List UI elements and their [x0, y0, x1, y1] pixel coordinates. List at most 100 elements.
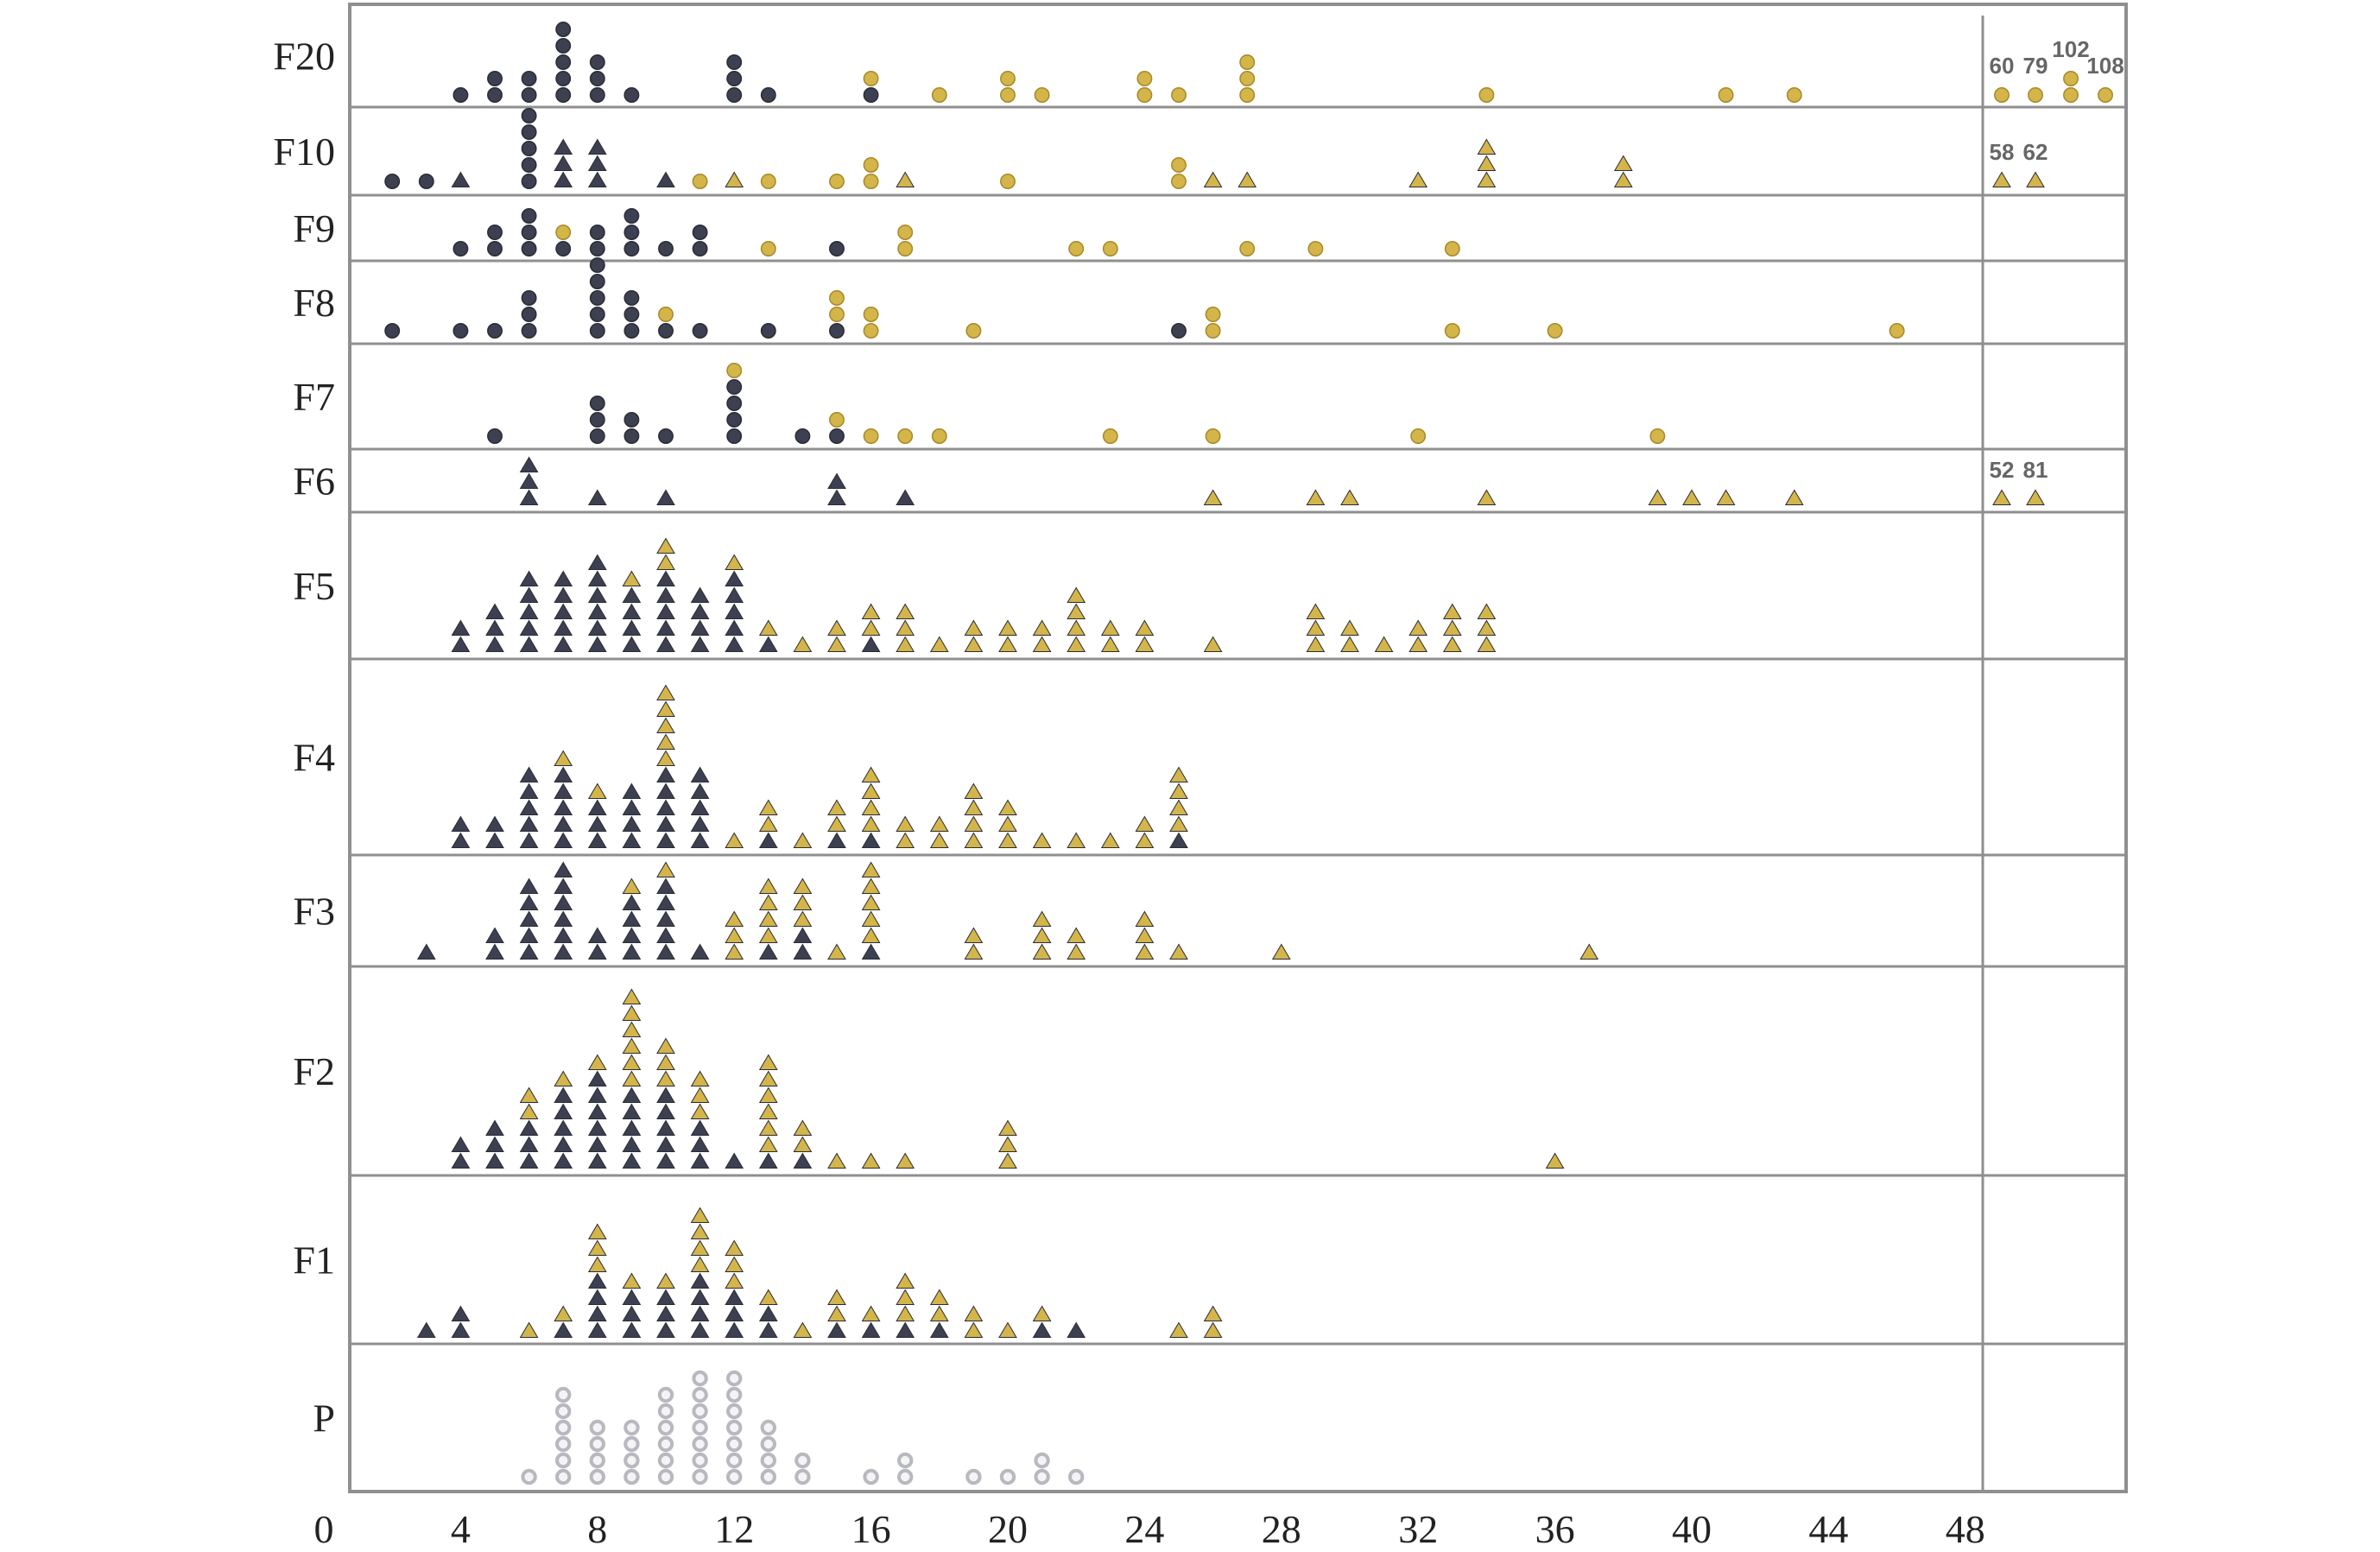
data-point-dark [758, 1305, 778, 1321]
data-point-dark [726, 54, 743, 70]
data-point-gold [998, 1136, 1017, 1152]
data-point-grey [760, 1468, 776, 1485]
data-point-gold [1171, 174, 1187, 189]
data-point-dark [521, 323, 537, 339]
data-point-dark [587, 1103, 607, 1119]
data-point-dark [656, 1103, 675, 1119]
data-point-dark [587, 1289, 607, 1305]
data-point-gold [758, 1136, 778, 1152]
data-point-dark [829, 241, 845, 257]
data-point-gold [1135, 619, 1155, 636]
data-point-gold [1203, 1321, 1223, 1338]
data-point-gold [1306, 619, 1326, 636]
data-point-dark [829, 428, 845, 444]
data-point-dark [487, 241, 503, 257]
data-point-gold [1067, 603, 1086, 619]
x-tick-label: 24 [1124, 1507, 1164, 1551]
data-point-gold [863, 157, 879, 173]
data-point-gold [998, 1119, 1017, 1136]
data-point-dark [726, 396, 743, 411]
data-point-gold [2063, 71, 2079, 86]
data-point-dark [622, 894, 642, 910]
row-label: F3 [293, 890, 335, 934]
data-point-gold [758, 910, 778, 927]
data-point-gold [1442, 636, 1462, 652]
data-point-dark [416, 943, 436, 960]
data-point-grey [726, 1452, 743, 1469]
data-point-dark [519, 1136, 539, 1152]
data-point-gold [1477, 155, 1497, 171]
data-point-dark [589, 274, 605, 289]
data-point-dark [554, 1086, 573, 1103]
data-point-gold [656, 750, 675, 766]
data-point-dark [861, 943, 881, 960]
data-point-dark [554, 766, 573, 782]
data-point-dark [487, 428, 503, 444]
data-point-dark [485, 619, 504, 636]
data-point-gold [1100, 619, 1120, 636]
data-point-gold [998, 832, 1017, 848]
data-point-gold [1648, 489, 1668, 505]
data-point-dark [793, 1152, 813, 1169]
data-point-grey [657, 1468, 674, 1485]
data-point-gold [829, 290, 845, 306]
data-point-dark [690, 1305, 710, 1321]
data-point-dark [587, 1070, 607, 1086]
data-point-gold [725, 910, 744, 927]
data-point-dark [555, 54, 572, 70]
data-point-dark [656, 927, 675, 943]
data-point-gold [1171, 87, 1187, 103]
data-point-dark [485, 832, 504, 848]
data-point-gold [1239, 71, 1256, 86]
data-point-gold [929, 815, 949, 832]
data-point-dark [656, 1136, 675, 1152]
data-point-grey [521, 1468, 537, 1485]
data-point-dark [519, 782, 539, 799]
data-point-gold [758, 1070, 778, 1086]
data-point-dark [519, 877, 539, 894]
data-point-gold [964, 619, 984, 636]
row-label: F5 [293, 564, 335, 608]
data-point-gold [861, 766, 881, 782]
data-point-gold [1136, 87, 1153, 103]
x-tick-label: 48 [1946, 1507, 1985, 1551]
data-point-gold [1682, 489, 1701, 505]
data-point-gold [758, 1086, 778, 1103]
data-point-dark [622, 1305, 642, 1321]
data-point-dark [521, 141, 537, 156]
data-point-dark [656, 1086, 675, 1103]
data-point-dark [554, 1103, 573, 1119]
data-point-dark [384, 174, 401, 189]
data-point-gold [1032, 832, 1052, 848]
data-point-grey [657, 1435, 674, 1453]
data-point-gold [1169, 815, 1188, 832]
data-point-dark [622, 1289, 642, 1305]
data-point-gold [2063, 87, 2079, 103]
data-point-gold [758, 815, 778, 832]
data-point-dark [690, 1152, 710, 1169]
data-point-dark [622, 636, 642, 652]
data-point-gold [1477, 636, 1497, 652]
data-point-gold [1239, 87, 1256, 103]
data-point-dark [827, 472, 846, 489]
data-point-gold [861, 877, 881, 894]
data-point-dark [519, 815, 539, 832]
data-point-dark [451, 832, 471, 848]
data-point-gold [1032, 1305, 1052, 1321]
data-point-gold [827, 1289, 846, 1305]
data-point-gold [690, 1086, 710, 1103]
outlier-label: 102 [2052, 36, 2089, 62]
x-tick-label: 40 [1672, 1507, 1712, 1551]
data-point-dark [589, 54, 605, 70]
data-point-gold [690, 1070, 710, 1086]
data-point-gold [725, 554, 744, 570]
data-point-gold [1169, 943, 1188, 960]
data-point-dark [656, 1152, 675, 1169]
data-point-grey [589, 1468, 605, 1485]
data-point-gold [1102, 428, 1118, 444]
data-point-dark [623, 241, 640, 257]
data-point-gold [555, 225, 572, 240]
data-point-grey [555, 1403, 572, 1420]
data-point-gold [690, 1103, 710, 1119]
data-point-gold [656, 684, 675, 700]
